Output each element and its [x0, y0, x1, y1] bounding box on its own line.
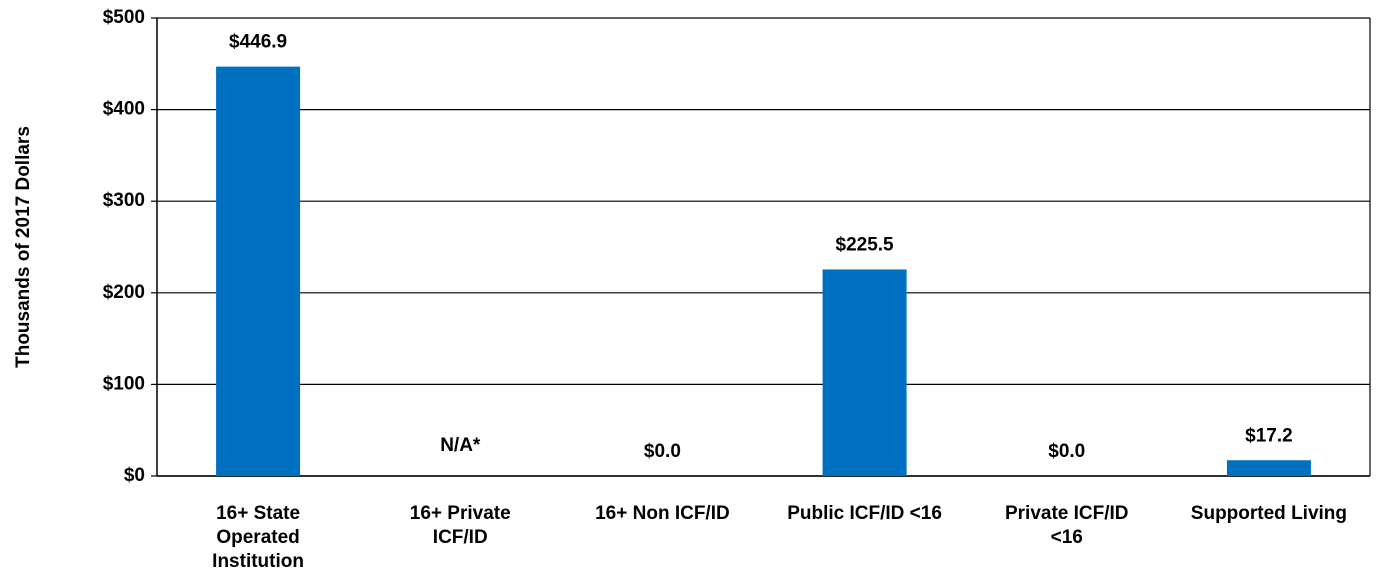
y-tick-label: $300 [103, 190, 145, 211]
y-tick-label: $100 [103, 373, 145, 394]
y-axis-label: Thousands of 2017 Dollars [13, 126, 34, 368]
x-tick-label: Private ICF/ID [1005, 503, 1129, 524]
x-tick-label: Institution [212, 551, 304, 572]
x-tick-label: <16 [1051, 527, 1083, 548]
bar [822, 269, 907, 476]
y-tick-label: $500 [103, 7, 145, 28]
value-label: $17.2 [1245, 425, 1293, 446]
x-tick-label: Operated [216, 527, 299, 548]
value-label: $225.5 [836, 234, 895, 255]
x-tick-label: ICF/ID [433, 527, 488, 548]
y-tick-label: $200 [103, 282, 145, 303]
bar [1226, 460, 1311, 476]
value-label: $0.0 [644, 441, 681, 462]
x-tick-label: 16+ Private [410, 503, 511, 524]
bar [216, 66, 301, 477]
value-label: N/A* [440, 435, 481, 456]
value-label: $0.0 [1048, 441, 1085, 462]
y-tick-label: $400 [103, 99, 145, 120]
x-tick-label: Supported Living [1191, 503, 1347, 524]
y-tick-label: $0 [124, 465, 145, 486]
x-tick-label: 16+ State [216, 503, 300, 524]
x-tick-label: Public ICF/ID <16 [787, 503, 942, 524]
x-tick-label: 16+ Non ICF/ID [595, 503, 730, 524]
value-label: $446.9 [229, 32, 287, 53]
